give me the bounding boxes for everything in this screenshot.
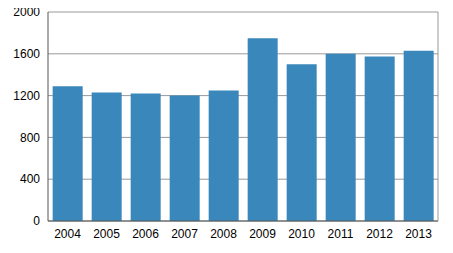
svg-text:800: 800 [20,131,40,145]
svg-text:2012: 2012 [366,227,393,241]
svg-text:1200: 1200 [13,89,40,103]
svg-text:2010: 2010 [288,227,315,241]
svg-text:2007: 2007 [171,227,198,241]
svg-text:2006: 2006 [132,227,159,241]
svg-text:0: 0 [33,214,40,228]
svg-text:2011: 2011 [328,227,354,241]
svg-text:2008: 2008 [210,227,237,241]
svg-text:2013: 2013 [405,227,432,241]
svg-text:2005: 2005 [93,227,120,241]
svg-text:400: 400 [20,172,40,186]
svg-text:2004: 2004 [54,227,81,241]
svg-text:1600: 1600 [13,47,40,61]
svg-text:2009: 2009 [249,227,276,241]
svg-text:2000: 2000 [13,8,40,19]
